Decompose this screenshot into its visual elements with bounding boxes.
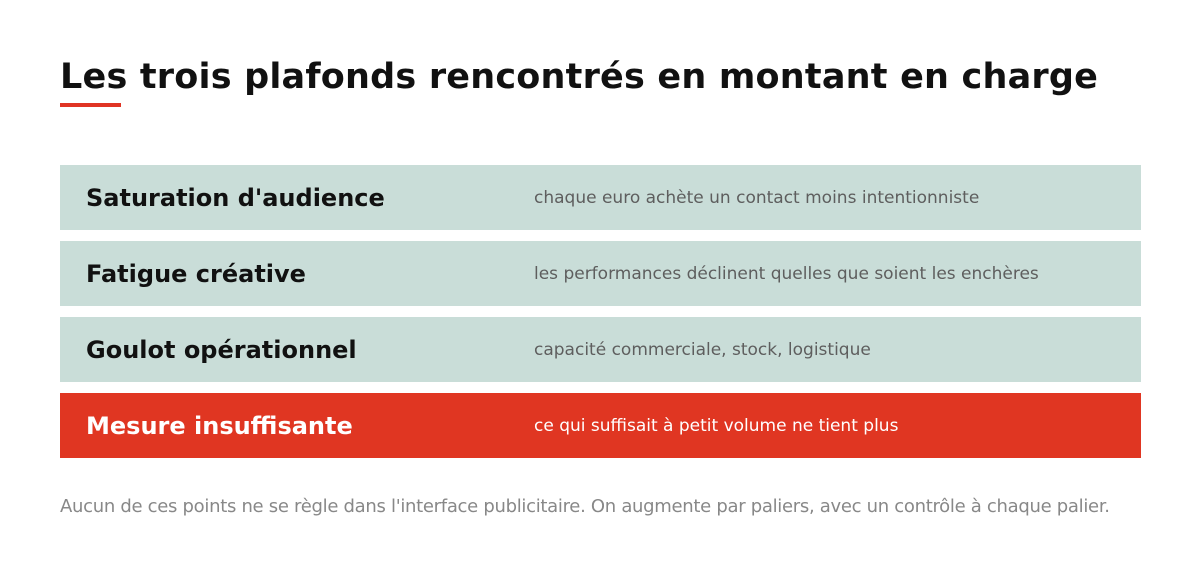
title-accent-underline	[60, 103, 121, 107]
list-item-operational-bottleneck: Goulot opérationnel capacité commerciale…	[60, 317, 1141, 382]
row-label: Mesure insuffisante	[86, 411, 353, 440]
page-title: Les trois plafonds rencontrés en montant…	[60, 57, 1099, 97]
list-item-audience-saturation: Saturation d'audience chaque euro achète…	[60, 165, 1141, 230]
row-label: Goulot opérationnel	[86, 335, 357, 364]
ceilings-list: Saturation d'audience chaque euro achète…	[60, 165, 1141, 469]
footnote: Aucun de ces points ne se règle dans l'i…	[60, 496, 1110, 517]
row-description: capacité commerciale, stock, logistique	[534, 339, 871, 360]
row-description: les performances déclinent quelles que s…	[534, 263, 1039, 284]
row-description: chaque euro achète un contact moins inte…	[534, 187, 980, 208]
list-item-creative-fatigue: Fatigue créative les performances déclin…	[60, 241, 1141, 306]
list-item-insufficient-measurement: Mesure insuffisante ce qui suffisait à p…	[60, 393, 1141, 458]
row-description: ce qui suffisait à petit volume ne tient…	[534, 415, 899, 436]
row-label: Saturation d'audience	[86, 183, 385, 212]
row-label: Fatigue créative	[86, 259, 306, 288]
